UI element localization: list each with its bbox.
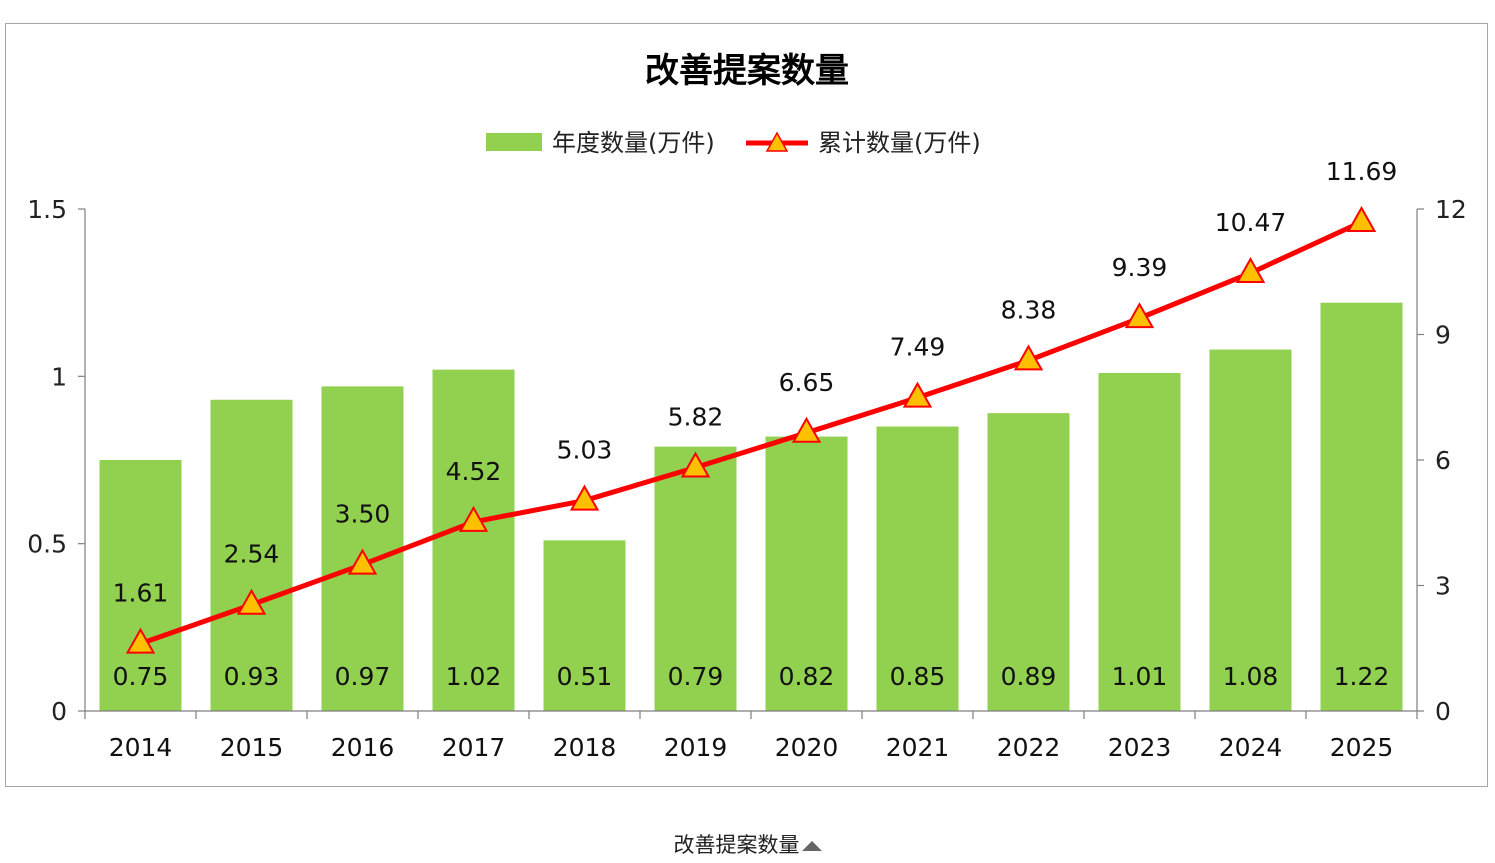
bar — [654, 446, 737, 711]
y-left-tick-label: 1 — [51, 362, 67, 391]
line-data-label: 2.54 — [224, 540, 280, 569]
bar-data-label: 1.01 — [1112, 662, 1168, 691]
line-marker — [569, 484, 600, 511]
line-marker — [1013, 344, 1044, 371]
line-marker — [458, 505, 489, 532]
x-tick-label: 2022 — [997, 733, 1061, 762]
line-marker — [1235, 256, 1266, 284]
x-tick-label: 2014 — [109, 733, 173, 762]
x-tick-label: 2018 — [553, 733, 617, 762]
line-marker — [125, 627, 156, 654]
chart-title: 改善提案数量 — [645, 51, 849, 91]
x-tick-label: 2016 — [331, 733, 395, 762]
y-right-tick-label: 6 — [1435, 446, 1451, 475]
bar-data-label: 0.75 — [113, 662, 169, 691]
bar-data-label: 0.85 — [890, 662, 946, 691]
bar-data-label: 0.93 — [224, 662, 280, 691]
x-tick-label: 2017 — [442, 733, 506, 762]
x-tick-label: 2023 — [1108, 733, 1172, 762]
bar — [876, 426, 959, 711]
cumulative-line — [139, 219, 1363, 647]
line-data-label: 5.03 — [557, 436, 613, 465]
bar — [210, 399, 293, 711]
bar — [432, 369, 515, 711]
line-data-label: 9.39 — [1112, 253, 1168, 282]
line-data-label: 4.52 — [446, 457, 502, 486]
line-data-label: 8.38 — [1001, 295, 1057, 324]
line-data-label: 7.49 — [890, 333, 946, 362]
line-data-label: 5.82 — [668, 403, 724, 432]
bar-data-label: 0.82 — [779, 662, 835, 691]
bar-data-label: 1.02 — [446, 662, 502, 691]
caption-text: 改善提案数量 — [673, 833, 800, 857]
y-right-tick-label: 9 — [1435, 321, 1451, 350]
bar — [1098, 372, 1181, 711]
chart-caption[interactable]: 改善提案数量 — [0, 829, 1495, 859]
x-tick-label: 2021 — [886, 733, 950, 762]
legend-marker-triangle — [765, 131, 789, 152]
collapse-triangle-icon[interactable] — [801, 841, 822, 851]
line-data-label: 11.69 — [1326, 157, 1398, 186]
line-data-label: 6.65 — [779, 368, 835, 397]
line-marker — [236, 588, 267, 615]
y-right-tick-label: 3 — [1435, 572, 1451, 601]
legend-label-line: 累计数量(万件) — [818, 129, 981, 157]
x-tick-label: 2019 — [664, 733, 728, 762]
line-data-label: 3.50 — [335, 500, 391, 529]
bar — [1320, 302, 1403, 711]
bar — [1209, 349, 1292, 711]
y-right-tick-label: 12 — [1435, 195, 1467, 224]
line-marker — [1124, 302, 1155, 329]
y-left-tick-label: 0.5 — [27, 530, 67, 559]
bar — [543, 540, 626, 711]
line-marker — [680, 451, 711, 478]
bar — [987, 413, 1070, 711]
bar-data-label: 0.97 — [335, 662, 391, 691]
bar-data-label: 1.08 — [1223, 662, 1279, 691]
x-tick-label: 2024 — [1219, 733, 1283, 762]
line-data-label: 10.47 — [1215, 208, 1287, 237]
x-tick-label: 2015 — [220, 733, 284, 762]
bar — [765, 436, 848, 711]
line-marker — [791, 416, 822, 443]
bar-data-label: 0.79 — [668, 662, 724, 691]
y-left-tick-label: 1.5 — [27, 195, 67, 224]
bar-data-label: 1.22 — [1334, 662, 1390, 691]
y-right-tick-label: 0 — [1435, 697, 1451, 726]
legend-swatch-bar — [486, 133, 542, 151]
line-marker — [347, 548, 378, 575]
bar-data-label: 0.89 — [1001, 662, 1057, 691]
x-tick-label: 2020 — [775, 733, 839, 762]
line-data-label: 1.61 — [113, 579, 169, 608]
line-marker — [1346, 205, 1377, 232]
x-tick-label: 2025 — [1330, 733, 1394, 762]
bar — [99, 460, 182, 711]
legend-label-bar: 年度数量(万件) — [552, 129, 715, 157]
bar-data-label: 0.51 — [557, 662, 613, 691]
y-left-tick-label: 0 — [51, 697, 67, 726]
line-marker — [902, 381, 933, 408]
